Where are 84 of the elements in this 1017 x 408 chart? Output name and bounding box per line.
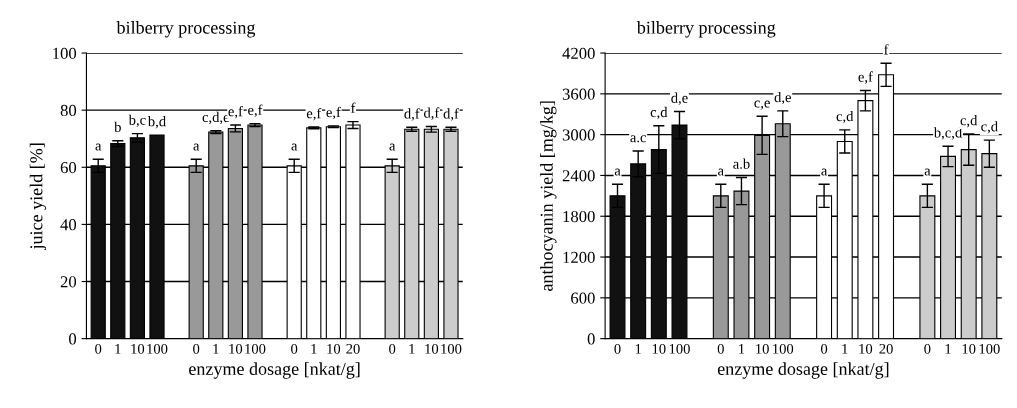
x-tick-label: 100 (773, 343, 794, 354)
y-tick-label: 0 (587, 333, 595, 345)
data-label: f (884, 44, 889, 55)
x-tick-label: 20 (346, 343, 360, 354)
x-tick-label: 100 (245, 343, 266, 354)
y-tick-label: 3000 (562, 129, 595, 141)
data-label: d,e (774, 91, 791, 105)
data-label: e,f (326, 106, 341, 120)
y-tick-label: 3600 (562, 88, 595, 100)
x-tick-label: 1 (842, 343, 848, 354)
x-tick-label: 10 (425, 343, 439, 354)
data-label: a (95, 143, 102, 151)
x-tick-label: 10 (859, 343, 873, 354)
data-label: a.b (733, 158, 750, 169)
x-tick-label: 10 (229, 343, 243, 354)
x-tick-label: 1 (739, 343, 745, 354)
x-tick-label: 20 (879, 343, 893, 354)
x-tick-label: 0 (95, 343, 102, 354)
x-tick-label: 100 (669, 343, 690, 354)
x-tick-label: 1 (635, 343, 641, 354)
y-tick-label: 20 (60, 276, 77, 288)
x-tick-label: 0 (614, 343, 621, 354)
chart-title: bilberry processing (636, 21, 776, 38)
data-label: a (924, 168, 931, 176)
x-tick-label: 1 (213, 343, 219, 354)
data-label: d,f (404, 108, 420, 121)
x-tick-label: 100 (979, 343, 1000, 354)
data-label: a (614, 168, 621, 176)
data-label: e,f (228, 105, 243, 119)
x-tick-label: 0 (389, 343, 396, 354)
data-label: a (389, 143, 396, 151)
data-label: c,d (960, 115, 978, 128)
x-tick-label: 10 (652, 343, 666, 354)
data-label: d,f (443, 108, 459, 121)
x-tick-label: 0 (193, 343, 200, 354)
x-tick-label: 0 (291, 343, 298, 354)
data-label: c,e (754, 100, 770, 110)
y-tick-label: 0 (69, 333, 77, 345)
x-tick-label: 1 (409, 343, 415, 354)
data-label: b,d (147, 116, 166, 129)
x-tick-label: 0 (821, 343, 828, 354)
data-label: a (193, 143, 200, 151)
y-tick-label: 2400 (562, 170, 595, 182)
x-tick-label: 1 (945, 343, 951, 354)
x-tick-label: 100 (147, 343, 168, 354)
data-label: a (821, 168, 828, 176)
x-tick-label: 1 (311, 343, 317, 354)
data-label: d,e (671, 92, 688, 105)
data-label: e,f (248, 104, 263, 118)
x-axis-title: enzyme dosage [nkat/g] (189, 362, 360, 379)
y-axis-title: anthocyanin yield [mg/kg] (540, 101, 557, 291)
data-label: a (718, 168, 724, 176)
y-tick-label: 80 (60, 104, 77, 117)
x-tick-label: 10 (131, 343, 145, 354)
y-axis-title: juice yield [%] (29, 143, 47, 250)
x-tick-label: 1 (115, 343, 121, 354)
chart-title: bilberry processing (116, 21, 256, 38)
data-label: d,f (424, 107, 440, 120)
data-label: e,f (858, 71, 873, 84)
y-tick-label: 600 (571, 292, 595, 304)
data-label: b (114, 121, 121, 133)
x-tick-label: 100 (441, 343, 462, 354)
data-label: c,d (650, 106, 668, 120)
y-tick-label: 100 (53, 47, 77, 59)
data-label: f (351, 102, 356, 113)
x-tick-label: 0 (924, 343, 931, 354)
data-label: c,d (836, 110, 854, 124)
data-label: e,f (306, 107, 322, 121)
data-label: a.c (630, 135, 647, 143)
data-label: c,d (981, 121, 998, 134)
y-tick-label: 40 (60, 219, 77, 231)
data-label: c,d,e (202, 111, 230, 125)
y-tick-label: 1200 (563, 251, 595, 263)
y-tick-label: 4200 (562, 47, 595, 59)
x-tick-label: 0 (717, 343, 724, 354)
y-tick-label: 60 (60, 161, 77, 174)
data-label: a (291, 143, 298, 151)
x-tick-label: 10 (756, 343, 769, 354)
x-tick-label: 10 (962, 343, 976, 354)
x-axis-title: enzyme dosage [nkat/g] (717, 362, 889, 379)
data-label: b,c,d (933, 127, 963, 140)
x-tick-label: 10 (327, 343, 341, 354)
data-label: b,c (128, 114, 146, 127)
y-tick-label: 1800 (563, 210, 595, 223)
